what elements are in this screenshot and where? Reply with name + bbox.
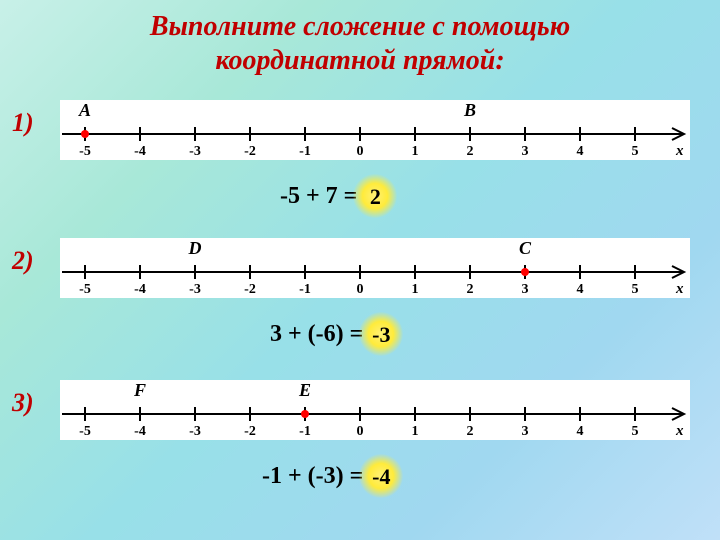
svg-text:3: 3: [522, 424, 529, 439]
svg-text:1: 1: [412, 424, 419, 439]
problem-number-1: 1): [12, 108, 34, 138]
answer-badge: -3: [369, 322, 393, 349]
svg-text:-4: -4: [134, 424, 146, 439]
svg-text:4: 4: [577, 144, 584, 159]
svg-text:1: 1: [412, 144, 419, 159]
number-line-3: -5 -4 -3 -2 -1 0 1 2 3 4 5 x F E: [60, 380, 690, 440]
problem-number-2: 2): [12, 246, 34, 276]
equation-3: -1 + (-3) = -4: [262, 463, 393, 491]
title-line-1: Выполните сложение с помощью: [150, 11, 570, 42]
svg-text:0: 0: [357, 282, 364, 297]
svg-text:3: 3: [522, 282, 529, 297]
title-line-2: координатной прямой:: [215, 45, 504, 76]
svg-text:4: 4: [577, 424, 584, 439]
svg-text:-1: -1: [299, 282, 311, 297]
svg-text:0: 0: [357, 424, 364, 439]
svg-text:-4: -4: [134, 282, 146, 297]
svg-text:5: 5: [632, 282, 639, 297]
svg-text:-4: -4: [134, 144, 146, 159]
svg-text:-3: -3: [189, 424, 201, 439]
svg-text:x: x: [675, 143, 684, 159]
svg-text:1: 1: [412, 282, 419, 297]
svg-text:0: 0: [357, 144, 364, 159]
point-E: [301, 410, 309, 418]
svg-text:2: 2: [467, 144, 474, 159]
answer-value: -4: [369, 466, 393, 488]
svg-text:4: 4: [577, 282, 584, 297]
point-label-D: D: [188, 238, 202, 258]
point-A: [81, 130, 89, 138]
svg-text:-1: -1: [299, 144, 311, 159]
point-C: [521, 268, 529, 276]
equation-prefix: -5 + 7 =: [280, 183, 363, 209]
answer-badge: -4: [369, 464, 393, 491]
svg-text:5: 5: [632, 144, 639, 159]
svg-text:-2: -2: [244, 144, 256, 159]
equation-prefix: 3 + (-6) =: [270, 321, 369, 347]
svg-text:-5: -5: [79, 424, 91, 439]
equation-prefix: -1 + (-3) =: [262, 463, 369, 489]
page-title: Выполните сложение с помощью координатно…: [0, 0, 720, 77]
answer-value: -3: [369, 324, 393, 346]
svg-text:3: 3: [522, 144, 529, 159]
svg-text:-1: -1: [299, 424, 311, 439]
svg-text:-5: -5: [79, 282, 91, 297]
problem-number-3: 3): [12, 388, 34, 418]
svg-text:x: x: [675, 423, 684, 439]
answer-value: 2: [363, 186, 387, 208]
svg-text:5: 5: [632, 424, 639, 439]
svg-text:x: x: [675, 281, 684, 297]
point-label-A: A: [78, 100, 91, 120]
svg-text:-5: -5: [79, 144, 91, 159]
point-label-B: B: [463, 100, 476, 120]
svg-text:-2: -2: [244, 282, 256, 297]
point-label-F: F: [133, 380, 146, 400]
number-line-2: -5 -4 -3 -2 -1 0 1 2 3 4 5 x D C: [60, 238, 690, 298]
svg-text:-3: -3: [189, 282, 201, 297]
equation-2: 3 + (-6) = -3: [270, 321, 393, 349]
svg-text:-2: -2: [244, 424, 256, 439]
point-label-C: C: [519, 238, 532, 258]
answer-badge: 2: [363, 184, 387, 211]
svg-text:2: 2: [467, 282, 474, 297]
svg-text:2: 2: [467, 424, 474, 439]
point-label-E: E: [298, 380, 311, 400]
svg-text:-3: -3: [189, 144, 201, 159]
equation-1: -5 + 7 = 2: [280, 183, 387, 211]
number-line-1: -5 -4 -3 -2 -1 0 1 2 3 4 5 x A B: [60, 100, 690, 160]
